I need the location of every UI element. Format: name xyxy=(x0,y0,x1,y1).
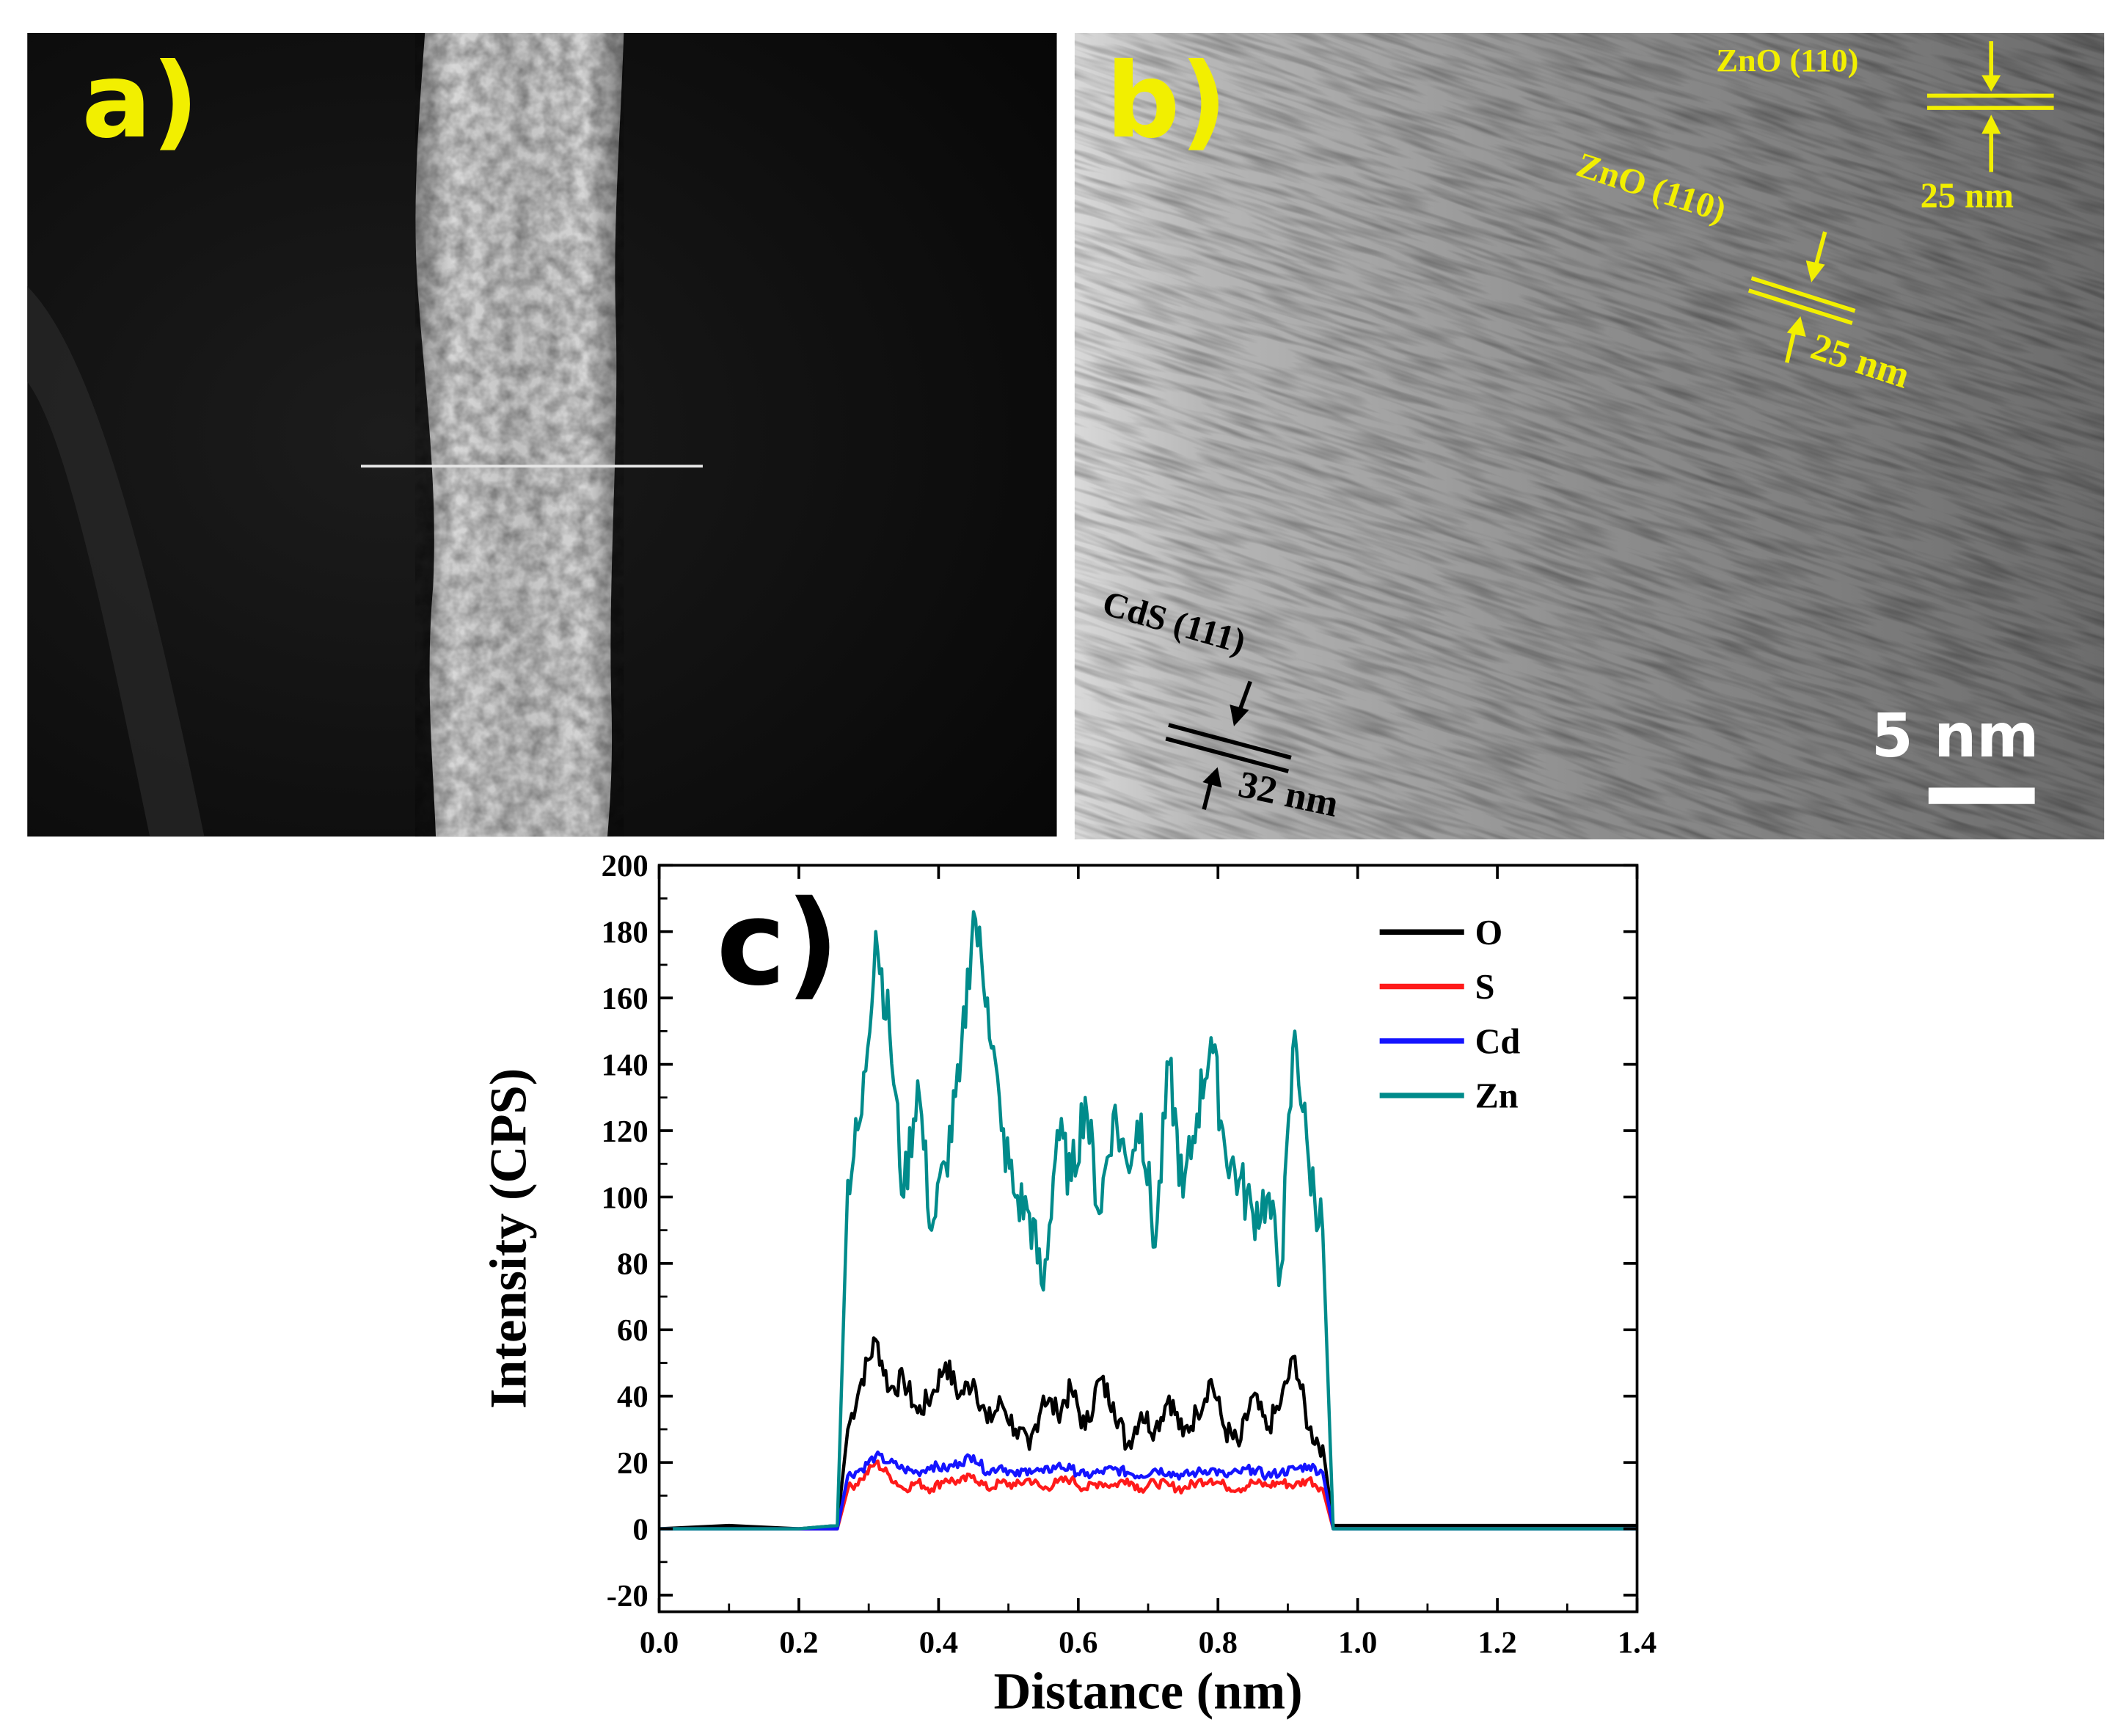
x-tick-label: 1.0 xyxy=(1338,1625,1377,1660)
series-line-o xyxy=(659,1336,1637,1531)
legend-label-o: O xyxy=(1475,913,1503,952)
y-axis-title: Intensity (CPS) xyxy=(481,1068,538,1409)
panel-b-label: b) xyxy=(1106,41,1227,161)
zno-110-label-top: ZnO (110) xyxy=(1716,42,1858,79)
legend-label-zn: Zn xyxy=(1475,1077,1519,1116)
y-tick-label: 120 xyxy=(602,1115,649,1149)
panel-a-label: a) xyxy=(81,41,199,161)
x-tick-label: 0.6 xyxy=(1059,1625,1097,1660)
x-tick-label: 1.2 xyxy=(1477,1625,1516,1660)
x-tick-label: 0.8 xyxy=(1199,1625,1238,1660)
panel-a xyxy=(27,32,1057,837)
cds-spacing-marker xyxy=(1165,680,1292,810)
y-tick-label: 0 xyxy=(632,1512,648,1547)
x-tick-label: 0.4 xyxy=(919,1625,958,1660)
legend-label-s: S xyxy=(1475,968,1495,1007)
scale-bar xyxy=(1928,787,2035,804)
y-tick-label: 140 xyxy=(602,1048,649,1082)
y-tick-label: 40 xyxy=(617,1380,649,1415)
panel-a-edge-glow xyxy=(27,286,205,837)
y-tick-label: -20 xyxy=(607,1579,649,1613)
zno-spacing-marker-top xyxy=(1926,41,2054,172)
zno-spacing-marker-mid xyxy=(1747,231,1856,363)
series-line-cd xyxy=(659,1450,1637,1531)
y-tick-label: 180 xyxy=(602,916,649,950)
nanorod-texture xyxy=(415,32,624,837)
y-tick-label: 160 xyxy=(602,982,649,1016)
line-profile-chart: 0.0 0.2 0.4 0.6 0.8 1.0 1.2 1.4 -20 0 20 40 60 80 100 1… xyxy=(481,849,1657,1720)
y-tick-label: 100 xyxy=(602,1181,649,1215)
series-line-zn xyxy=(659,910,1637,1531)
x-tick-label: 1.4 xyxy=(1618,1625,1656,1660)
series-line-s xyxy=(659,1459,1637,1531)
y-tick-label: 80 xyxy=(617,1247,649,1282)
scale-bar-label: 5 nm xyxy=(1871,701,2039,771)
x-axis-title: Distance (nm) xyxy=(993,1663,1302,1720)
y-tick-label: 60 xyxy=(617,1313,649,1348)
legend-label-cd: Cd xyxy=(1475,1022,1521,1061)
y-tick-label: 20 xyxy=(617,1446,649,1481)
y-tick-label: 200 xyxy=(602,849,649,883)
panel-c-label: c) xyxy=(717,875,840,1012)
x-tick-label: 0.0 xyxy=(640,1625,679,1660)
x-tick-label: 0.2 xyxy=(779,1625,818,1660)
zno-spacing-top: 25 nm xyxy=(1921,177,2014,216)
